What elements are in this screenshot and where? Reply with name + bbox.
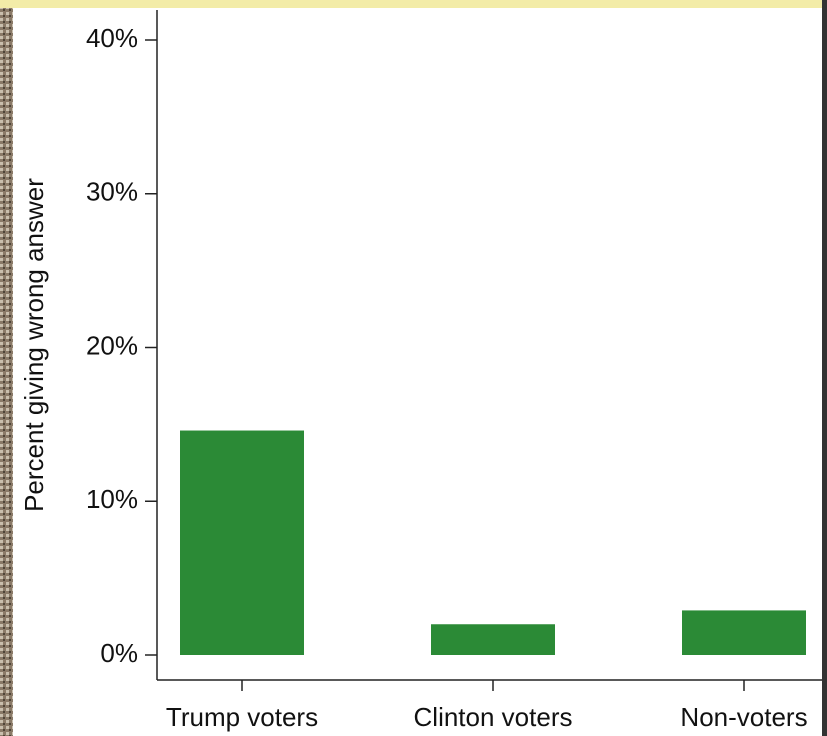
top-band (0, 0, 827, 8)
y-tick-label: 20% (86, 330, 138, 360)
y-axis-title: Percent giving wrong answer (19, 178, 49, 512)
x-tick-label: Clinton voters (414, 702, 573, 732)
bar (180, 430, 304, 655)
x-tick-label: Non-voters (680, 702, 807, 732)
y-tick-label: 10% (86, 484, 138, 514)
y-tick-label: 0% (100, 638, 138, 668)
x-tick-label: Trump voters (166, 702, 318, 732)
y-tick-label: 30% (86, 177, 138, 207)
side-photo (0, 0, 13, 736)
right-edge (822, 0, 827, 736)
bar (682, 610, 806, 655)
bar (431, 624, 555, 655)
y-tick-label: 40% (86, 23, 138, 53)
